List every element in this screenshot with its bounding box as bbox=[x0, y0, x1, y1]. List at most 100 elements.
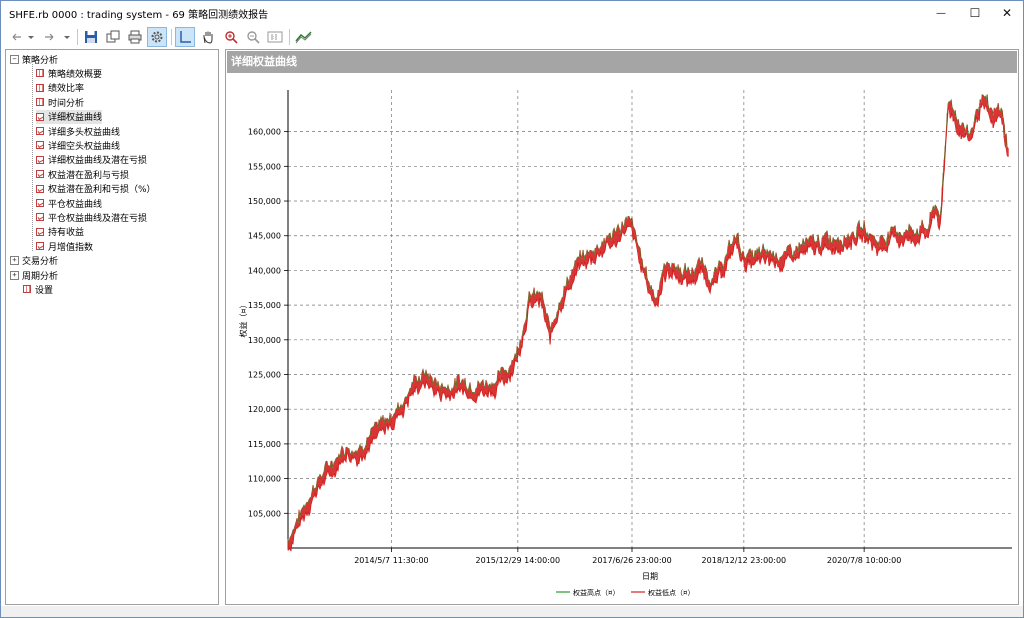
tree-item[interactable]: 详细权益曲线 bbox=[36, 109, 103, 124]
chart-style-button[interactable] bbox=[294, 27, 314, 47]
tree-group-2[interactable]: + 周期分析 bbox=[10, 268, 58, 282]
x-tick-label: 2018/12/12 23:00:00 bbox=[702, 556, 787, 565]
tree-item[interactable]: 权益潜在盈利和亏损（%） bbox=[36, 182, 156, 196]
series-line-high bbox=[287, 94, 1009, 543]
title-bar: SHFE.rb 0000 : trading system - 69 策略回测绩… bbox=[1, 1, 1023, 25]
tree-item-label: 详细权益曲线及潜在亏损 bbox=[48, 156, 148, 167]
tree-item-label: 设置 bbox=[35, 285, 54, 296]
tree-item[interactable]: 平仓权益曲线及潜在亏损 bbox=[36, 210, 147, 224]
tree-item-settings[interactable]: 设置 bbox=[23, 282, 53, 296]
maximize-button[interactable]: ☐ bbox=[958, 1, 992, 25]
copy-button[interactable] bbox=[103, 27, 123, 47]
minimize-button[interactable]: — bbox=[924, 1, 958, 25]
table-icon bbox=[36, 98, 44, 107]
chart-icon bbox=[36, 170, 44, 179]
y-tick-label: 160,000 bbox=[248, 128, 281, 137]
tree-item[interactable]: 持有收益 bbox=[36, 225, 84, 239]
tree-item-label: 月增值指数 bbox=[48, 242, 94, 253]
collapse-icon[interactable]: − bbox=[10, 54, 19, 64]
forward-dropdown[interactable] bbox=[61, 27, 73, 47]
tree-item-label: 详细权益曲线 bbox=[48, 113, 103, 124]
expand-icon[interactable]: + bbox=[10, 270, 19, 280]
back-arrow-icon bbox=[12, 33, 21, 41]
chart-icon bbox=[36, 155, 44, 164]
forward-button[interactable] bbox=[39, 27, 59, 47]
y-tick-label: 155,000 bbox=[248, 162, 281, 171]
y-tick-label: 130,000 bbox=[248, 336, 281, 345]
tree-item-label: 时间分析 bbox=[48, 98, 85, 109]
legend-label-high: 权益高点（¤） bbox=[573, 588, 619, 597]
close-button[interactable]: ✕ bbox=[990, 1, 1024, 25]
chart-icon bbox=[36, 227, 44, 236]
x-tick-label: 2020/7/8 10:00:00 bbox=[827, 556, 901, 565]
zoom-in-button[interactable] bbox=[221, 27, 241, 47]
x-tick-label: 2015/12/29 14:00:00 bbox=[476, 556, 561, 565]
table-icon bbox=[23, 285, 31, 294]
tree-item-label: 绩效比率 bbox=[48, 84, 85, 95]
equity-chart[interactable]: 105,000 110,000 115,000 120,000 125,000 130,0… bbox=[226, 74, 1018, 604]
zoom-reset-button[interactable] bbox=[265, 27, 285, 47]
tree-group-0[interactable]: − 策略分析 bbox=[10, 52, 58, 66]
tree-item-label: 权益潜在盈利和亏损（%） bbox=[48, 185, 156, 196]
toolbar-separator bbox=[171, 29, 172, 45]
hand-pan-icon bbox=[203, 31, 213, 44]
dropdown-icon bbox=[28, 36, 34, 39]
tree-item[interactable]: 权益潜在盈利与亏损 bbox=[36, 167, 129, 181]
y-tick-label: 145,000 bbox=[248, 232, 281, 241]
tree-item[interactable]: 详细权益曲线及潜在亏损 bbox=[36, 153, 147, 167]
tree-item-label: 持有收益 bbox=[48, 228, 85, 239]
series-range-low bbox=[287, 94, 1009, 552]
tree-item[interactable]: 详细空头权益曲线 bbox=[36, 138, 120, 152]
zoom-in-icon bbox=[225, 31, 238, 44]
window-title: SHFE.rb 0000 : trading system - 69 策略回测绩… bbox=[9, 10, 269, 21]
y-axis-label: 权益（¤） bbox=[238, 300, 248, 337]
print-icon bbox=[128, 30, 142, 44]
tree-item[interactable]: 详细多头权益曲线 bbox=[36, 124, 120, 138]
tree-item[interactable]: 策略绩效概要 bbox=[36, 66, 102, 80]
back-button[interactable] bbox=[7, 27, 27, 47]
y-tick-label: 110,000 bbox=[248, 475, 281, 484]
maximize-icon: ☐ bbox=[969, 6, 981, 20]
zoom-out-button[interactable] bbox=[243, 27, 263, 47]
zoom-out-icon bbox=[247, 31, 260, 44]
tree-item-label: 平仓权益曲线及潜在亏损 bbox=[48, 213, 148, 224]
y-tick-label: 120,000 bbox=[248, 405, 281, 414]
crosshair-icon bbox=[180, 31, 191, 43]
close-icon: ✕ bbox=[1001, 6, 1013, 20]
tree-item[interactable]: 月增值指数 bbox=[36, 239, 93, 253]
crosshair-button[interactable] bbox=[175, 27, 195, 47]
print-button[interactable] bbox=[125, 27, 145, 47]
tree-item[interactable]: 绩效比率 bbox=[36, 81, 84, 95]
x-tick-label: 2014/5/7 11:30:00 bbox=[354, 556, 428, 565]
save-button[interactable] bbox=[81, 27, 101, 47]
settings-button[interactable] bbox=[147, 27, 167, 47]
chart-icon bbox=[36, 184, 44, 193]
series-line-low bbox=[287, 103, 1009, 552]
copy-icon bbox=[106, 30, 120, 43]
chart-icon bbox=[36, 199, 44, 207]
save-icon bbox=[85, 31, 97, 43]
y-tick-label: 140,000 bbox=[248, 266, 281, 275]
chart-icon bbox=[36, 112, 44, 121]
y-tick-label: 135,000 bbox=[248, 301, 281, 310]
forward-arrow-icon bbox=[45, 33, 54, 41]
y-tick-label: 150,000 bbox=[248, 197, 281, 206]
x-tick-label: 2017/6/26 23:00:00 bbox=[592, 556, 672, 565]
tree-item-label: 策略绩效概要 bbox=[48, 69, 103, 80]
tree-group-1[interactable]: + 交易分析 bbox=[10, 254, 58, 268]
tree-item[interactable]: 时间分析 bbox=[36, 95, 84, 109]
tree-group-label: 周期分析 bbox=[22, 271, 59, 282]
expand-icon[interactable]: + bbox=[10, 256, 19, 266]
tree-item[interactable]: 平仓权益曲线 bbox=[36, 196, 102, 210]
dropdown-icon bbox=[64, 36, 70, 39]
report-tree: − 策略分析策略绩效概要 绩效比率时间分析详细权益曲线 详细多头权益曲线详细空头权益曲… bbox=[5, 49, 219, 605]
tree-item-label: 详细空头权益曲线 bbox=[48, 141, 121, 152]
y-tick-label: 115,000 bbox=[248, 440, 281, 449]
chart-icon bbox=[36, 127, 44, 135]
pan-button[interactable] bbox=[198, 27, 218, 47]
settings-icon bbox=[151, 31, 163, 43]
panel-title: 详细权益曲线 bbox=[227, 51, 1017, 73]
chart-icon bbox=[36, 213, 44, 222]
back-dropdown[interactable] bbox=[25, 27, 37, 47]
